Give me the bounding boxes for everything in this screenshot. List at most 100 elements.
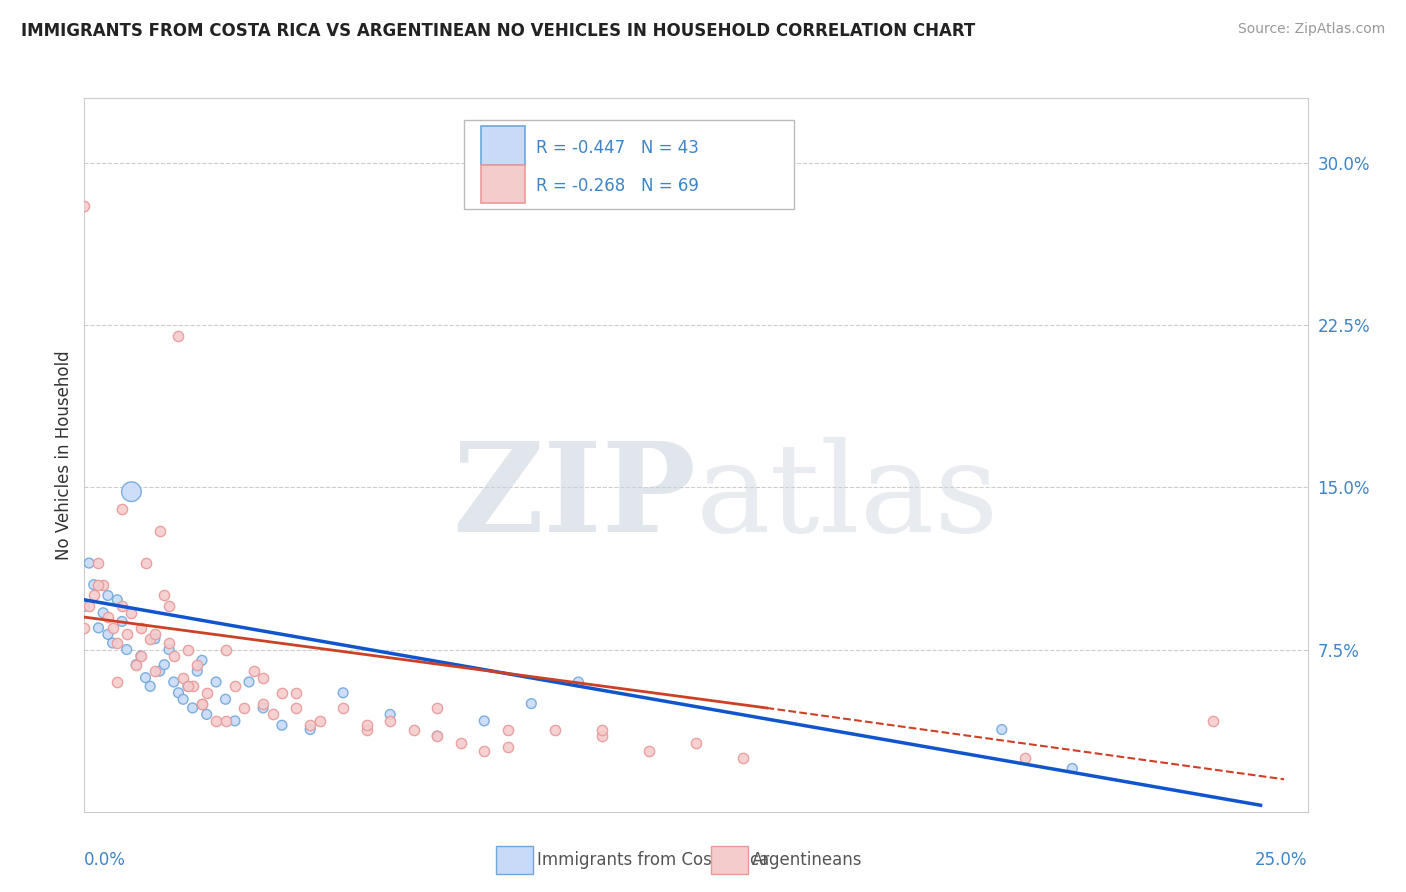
Point [167,686,190,700]
Point [157,599,180,614]
Point [149,524,172,538]
Point [73,199,96,213]
FancyBboxPatch shape [464,120,794,209]
Point [91,577,114,591]
Text: IMMIGRANTS FROM COSTA RICA VS ARGENTINEAN NO VEHICLES IN HOUSEHOLD CORRELATION C: IMMIGRANTS FROM COSTA RICA VS ARGENTINEA… [21,22,976,40]
Point [97,589,120,603]
Point [496,723,519,737]
Text: 0.0%: 0.0% [84,851,127,869]
Text: atlas: atlas [696,437,1000,558]
Point [356,723,378,737]
Text: Source: ZipAtlas.com: Source: ZipAtlas.com [1237,22,1385,37]
Point [129,648,152,663]
Point [163,675,186,690]
Point [77,599,100,614]
Point [252,697,274,711]
Point [991,723,1014,737]
FancyBboxPatch shape [481,165,524,203]
Point [172,671,194,685]
Point [591,723,613,737]
Point [195,707,218,722]
Point [731,750,754,764]
Point [205,714,228,728]
Point [177,679,200,693]
Point [177,679,200,693]
Point [167,329,190,343]
Point [426,701,449,715]
Point [115,627,138,641]
Point [135,671,157,685]
Point [73,621,96,635]
Text: Immigrants from Costa Rica: Immigrants from Costa Rica [537,851,769,869]
Point [426,729,449,743]
Point [356,718,378,732]
Point [129,621,152,635]
Point [186,664,208,678]
Point [380,707,402,722]
Point [97,627,120,641]
Point [1062,762,1084,776]
Text: ZIP: ZIP [453,437,696,558]
Point [111,502,134,516]
Text: R = -0.447   N = 43: R = -0.447 N = 43 [536,139,699,157]
Point [224,714,246,728]
Point [591,729,613,743]
Point [242,664,264,678]
Point [426,729,449,743]
Point [181,679,204,693]
Point [402,723,425,737]
Point [101,636,124,650]
Point [115,642,138,657]
Point [87,621,110,635]
Point [111,615,134,629]
Point [233,701,256,715]
Point [101,621,124,635]
Point [214,642,236,657]
Point [638,744,661,758]
Point [143,664,166,678]
Point [299,723,322,737]
Point [77,556,100,570]
Point [139,679,162,693]
Point [153,657,176,672]
FancyBboxPatch shape [481,126,524,165]
Point [450,735,472,749]
Point [332,701,354,715]
Point [191,653,214,667]
Point [97,610,120,624]
Point [105,592,128,607]
Point [191,697,214,711]
Point [271,718,294,732]
Point [252,671,274,685]
Point [125,657,148,672]
Point [205,675,228,690]
Point [111,599,134,614]
Point [685,735,707,749]
Point [163,648,186,663]
Point [120,606,142,620]
Text: 25.0%: 25.0% [1256,851,1308,869]
Point [544,723,567,737]
Point [299,718,322,732]
Point [143,627,166,641]
Point [191,697,214,711]
Point [472,714,495,728]
Point [214,692,236,706]
Point [177,642,200,657]
Point [1014,750,1036,764]
Point [83,577,105,591]
Point [139,632,162,646]
Point [105,675,128,690]
Point [73,599,96,614]
Point [91,606,114,620]
Y-axis label: No Vehicles in Household: No Vehicles in Household [55,350,73,560]
Point [172,692,194,706]
Text: Argentineans: Argentineans [752,851,863,869]
Point [285,686,308,700]
Point [285,701,308,715]
Point [149,664,172,678]
Point [87,556,110,570]
Point [224,679,246,693]
Point [380,714,402,728]
Point [567,675,589,690]
